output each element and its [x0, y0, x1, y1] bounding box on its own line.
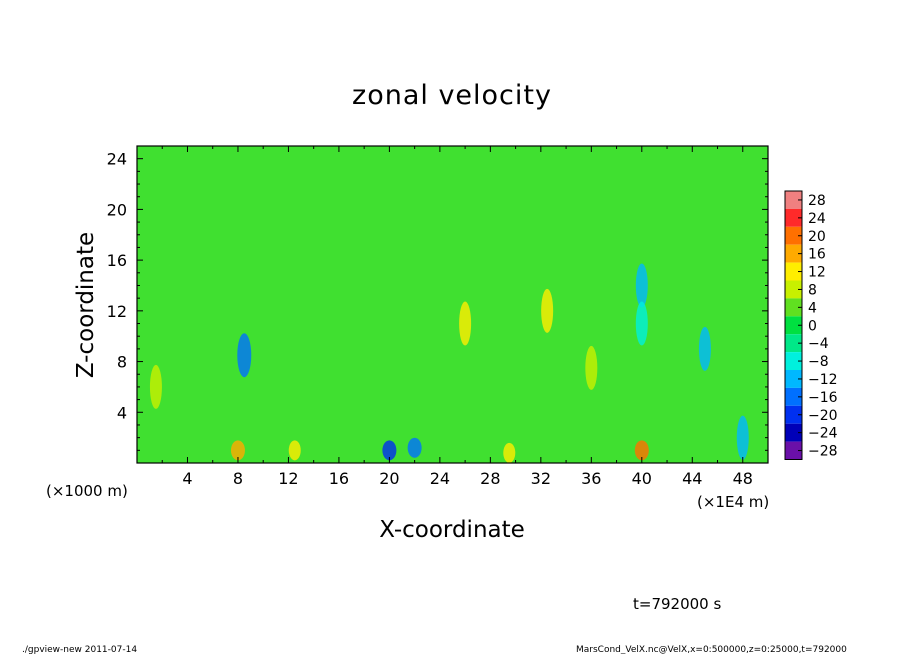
colorbar-swatch [785, 370, 802, 388]
colorbar-swatch [785, 441, 802, 460]
colorbar-label: 8 [808, 282, 817, 298]
y-tick-label: 16 [107, 251, 127, 270]
colorbar-swatch [785, 352, 802, 370]
heatmap-background [137, 146, 768, 463]
colorbar-label: 20 [808, 229, 826, 245]
y-tick-label: 4 [117, 403, 127, 422]
colorbar-label: 28 [808, 193, 826, 209]
colorbar-label: 16 [808, 247, 826, 263]
colorbar-swatch [785, 262, 802, 281]
x-tick-label: 24 [430, 469, 450, 488]
colorbar-label: 24 [808, 211, 826, 227]
colorbar-label: 12 [808, 265, 826, 281]
x-tick-label: 28 [480, 469, 500, 488]
colorbar-swatch [785, 244, 802, 263]
x-tick-label: 4 [182, 469, 192, 488]
colorbar-swatch [785, 423, 802, 442]
field-feature [635, 263, 648, 308]
field-feature [503, 442, 516, 463]
footer-right: MarsCond_VelX.nc@VelX,x=0:500000,z=0:250… [576, 645, 847, 654]
heatmap-field [137, 146, 768, 463]
field-feature [382, 440, 397, 461]
y-tick-label: 8 [117, 353, 127, 372]
field-feature [459, 301, 472, 346]
colorbar-swatch [785, 334, 802, 353]
colorbar-swatch [785, 226, 802, 245]
y-axis: 4 8 12 16 20 24 [107, 145, 768, 451]
field-feature [585, 345, 598, 390]
colorbar-swatch [785, 316, 802, 335]
colorbar: 28 24 20 16 128 4 0 −4 −8 −12 −16 −20 −24 −28 [784, 190, 838, 460]
colorbar-swatch [785, 298, 802, 317]
colorbar-swatch [785, 280, 802, 299]
colorbar-label: −4 [808, 336, 829, 352]
colorbar-label: −24 [808, 426, 838, 442]
colorbar-label: −16 [808, 390, 838, 406]
colorbar-swatch [785, 405, 802, 424]
field-feature [288, 440, 301, 461]
field-feature [407, 437, 422, 458]
x-tick-label: 36 [581, 469, 601, 488]
footer-left: ./gpview-new 2011-07-14 [22, 645, 137, 654]
colorbar-label: 0 [808, 318, 817, 334]
colorbar-label: −12 [808, 372, 838, 388]
colorbar-label: −20 [808, 408, 838, 424]
field-feature [736, 415, 749, 460]
y-tick-label: 20 [107, 200, 127, 219]
chart-title: zonal velocity [352, 80, 552, 111]
x-tick-label: 32 [531, 469, 551, 488]
x-axis-label: X-coordinate [379, 517, 525, 543]
x-tick-label: 8 [233, 469, 243, 488]
colorbar-label: −28 [808, 444, 838, 460]
colorbar-swatch [785, 208, 802, 227]
time-label: t=792000 s [633, 595, 721, 613]
field-feature [149, 364, 162, 409]
x-unit-right: (×1E4 m) [697, 493, 769, 511]
field-feature [230, 440, 245, 461]
colorbar-swatch [785, 387, 802, 406]
plot-frame [136, 145, 769, 464]
colorbar-label: −8 [808, 354, 829, 370]
x-tick-label: 44 [682, 469, 702, 488]
field-feature [237, 333, 252, 378]
colorbar-swatch [785, 191, 802, 209]
field-feature [541, 288, 554, 333]
colorbar-label: 4 [808, 300, 817, 316]
y-tick-label: 12 [107, 302, 127, 321]
x-axis: 4 8 12 16 20 24 28 32 36 40 44 48 [161, 146, 769, 488]
field-feature [634, 440, 649, 461]
y-tick-label: 24 [107, 150, 127, 169]
x-tick-label: 16 [329, 469, 349, 488]
field-feature [698, 326, 711, 371]
x-unit-left: (×1000 m) [46, 482, 128, 500]
x-tick-label: 40 [632, 469, 652, 488]
field-feature [635, 301, 648, 346]
x-tick-label: 48 [733, 469, 753, 488]
y-axis-label: Z-coordinate [73, 232, 99, 378]
x-tick-label: 12 [278, 469, 298, 488]
x-tick-label: 20 [379, 469, 399, 488]
